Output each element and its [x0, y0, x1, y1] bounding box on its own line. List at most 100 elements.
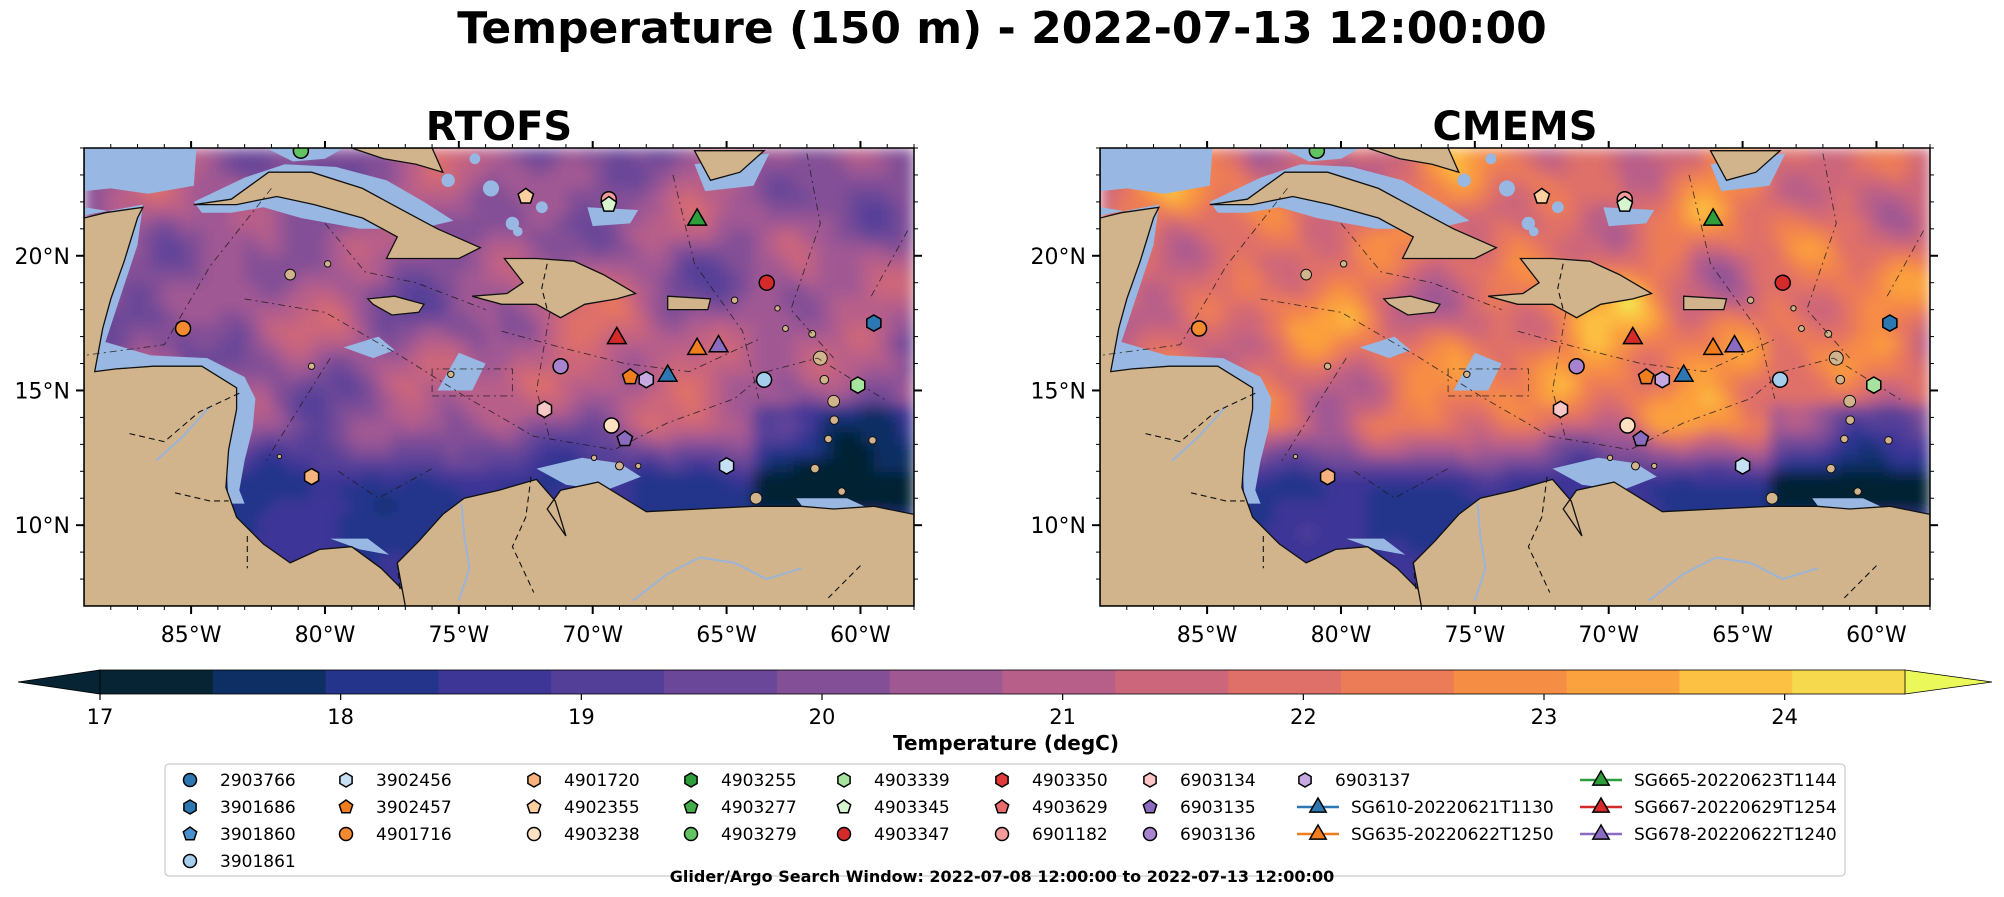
- field-cell: [847, 417, 862, 432]
- field-cell: [378, 269, 393, 284]
- field-cell: [1341, 363, 1356, 378]
- field-cell: [1381, 444, 1396, 459]
- field-cell: [887, 282, 902, 297]
- geography-rtofs: [84, 148, 914, 606]
- field-cell: [258, 430, 273, 446]
- field-cell: [659, 390, 674, 405]
- field-cell: [1849, 228, 1864, 244]
- field-cell: [860, 282, 875, 297]
- field-cell: [1474, 417, 1489, 432]
- field-cell: [847, 215, 862, 230]
- field-cell: [338, 390, 353, 405]
- legend-label: 4903345: [874, 798, 950, 818]
- field-cell: [659, 336, 674, 351]
- field-cell: [271, 511, 286, 526]
- land-mass: [1683, 295, 1728, 311]
- field-cell: [1274, 215, 1289, 230]
- field-cell: [1849, 174, 1864, 190]
- field-cell: [1742, 282, 1757, 297]
- field-cell: [565, 417, 581, 432]
- field-cell: [1488, 430, 1503, 446]
- field-cell: [887, 336, 902, 351]
- platform-marker: [1568, 357, 1585, 375]
- field-cell: [1354, 309, 1369, 324]
- field-cell: [1622, 174, 1637, 190]
- field-cell: [1515, 242, 1530, 257]
- field-cell: [726, 403, 741, 419]
- field-cell: [1916, 255, 1930, 271]
- field-cell: [659, 228, 674, 244]
- field-cell: [1742, 484, 1757, 500]
- field-cell: [619, 350, 634, 365]
- field-cell: [1233, 148, 1249, 163]
- field-cell: [1809, 323, 1824, 338]
- field-cell: [1488, 174, 1503, 190]
- field-cell: [1501, 403, 1516, 419]
- field-cell: [1153, 242, 1168, 257]
- legend-label: SG610-20220621T1130: [1351, 798, 1554, 818]
- field-cell: [1675, 242, 1690, 257]
- field-cell: [713, 228, 728, 244]
- field-cell: [472, 255, 487, 271]
- field-cell: [298, 309, 313, 324]
- field-cell: [217, 228, 233, 244]
- field-cell: [1581, 430, 1597, 446]
- field-cell: [1822, 363, 1838, 378]
- field-cell: [659, 174, 674, 190]
- field-cell: [405, 174, 420, 190]
- platform-marker: [1533, 187, 1551, 204]
- bank-area: [535, 201, 548, 214]
- field-cell: [1287, 403, 1302, 419]
- field-cell: [1247, 242, 1262, 257]
- field-cell: [512, 201, 527, 217]
- legend-marker: [837, 772, 851, 788]
- field-cell: [1635, 484, 1650, 500]
- field-cell: [1822, 390, 1838, 405]
- field-cell: [1367, 471, 1382, 486]
- field-cell: [1836, 174, 1851, 190]
- field-cell: [311, 323, 326, 338]
- field-cell: [271, 363, 286, 378]
- field-cell: [338, 417, 353, 432]
- field-cell: [740, 242, 755, 257]
- field-cell: [1729, 215, 1744, 230]
- field-cell: [137, 323, 152, 338]
- field-cell: [271, 336, 286, 351]
- field-cell: [1849, 457, 1864, 473]
- bank-area: [482, 180, 499, 197]
- field-cell: [150, 282, 166, 297]
- field-cell: [1635, 161, 1650, 176]
- field-cell: [124, 282, 139, 297]
- field-cell: [1756, 296, 1771, 311]
- field-cell: [1863, 323, 1878, 338]
- field-cell: [458, 430, 473, 446]
- field-cell: [1756, 309, 1771, 324]
- field-cell: [418, 403, 433, 419]
- field-cell: [565, 188, 581, 203]
- field-cell: [1568, 174, 1583, 190]
- field-cell: [646, 215, 661, 230]
- field-cell: [1448, 390, 1463, 405]
- field-cell: [191, 269, 206, 284]
- field-cell: [1327, 255, 1342, 271]
- field-cell: [1729, 269, 1744, 284]
- field-cell: [1796, 201, 1811, 217]
- eez-boundary: [324, 223, 486, 311]
- field-cell: [1742, 228, 1757, 244]
- field-cell: [1287, 377, 1302, 392]
- field-cell: [1327, 309, 1342, 324]
- field-cell: [217, 215, 233, 230]
- field-cell: [298, 417, 313, 432]
- field-cell: [1916, 417, 1930, 432]
- platform-marker: [686, 207, 708, 226]
- platform-marker: [603, 417, 620, 434]
- field-cell: [1903, 228, 1918, 244]
- island: [635, 462, 642, 470]
- field-cell: [1488, 403, 1503, 419]
- field-cell: [887, 444, 902, 459]
- field-cell: [365, 255, 380, 271]
- field-cell: [525, 174, 540, 190]
- field-cell: [445, 430, 460, 446]
- field-cell: [847, 282, 862, 297]
- field-cell: [1595, 363, 1610, 378]
